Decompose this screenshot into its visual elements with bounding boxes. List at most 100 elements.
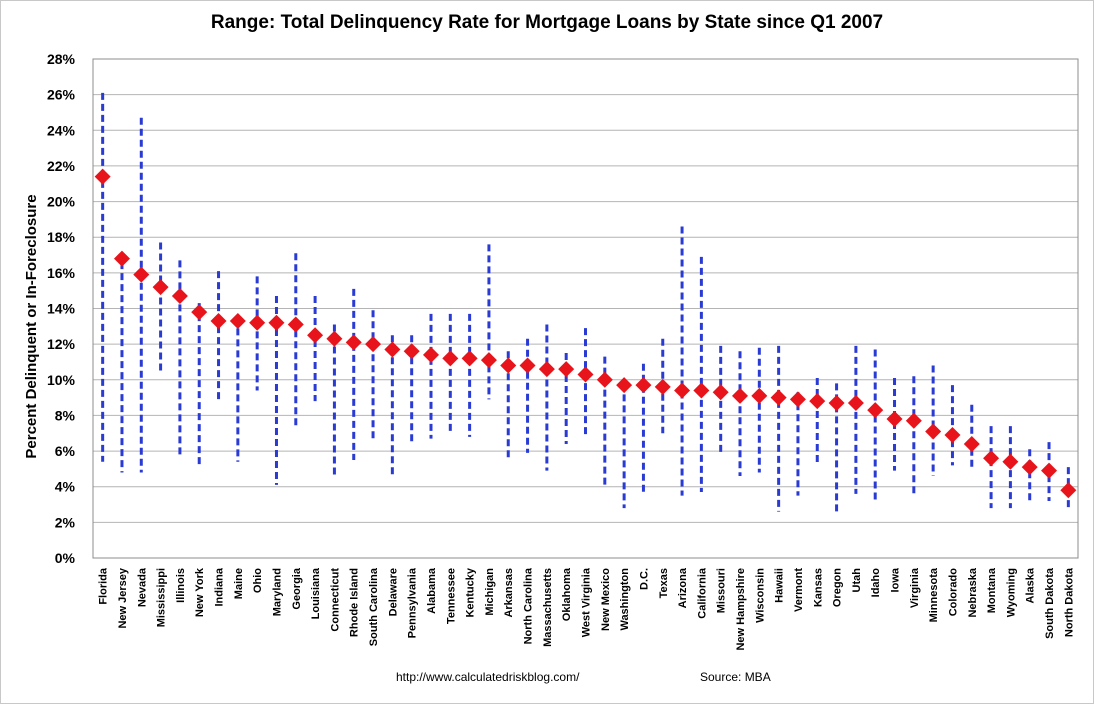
y-tick-label: 28% xyxy=(47,51,76,67)
x-tick-label: Iowa xyxy=(890,567,902,592)
current-point xyxy=(983,450,1000,467)
x-tick-label: Massachusetts xyxy=(542,568,554,647)
current-point xyxy=(287,316,304,333)
y-tick-label: 16% xyxy=(47,265,76,281)
current-point xyxy=(770,389,787,406)
x-tick-label: Rhode Island xyxy=(349,568,361,637)
x-tick-label: Indiana xyxy=(214,567,226,606)
current-point xyxy=(828,394,845,411)
y-tick-label: 2% xyxy=(55,514,76,530)
x-tick-label: Ohio xyxy=(252,568,264,593)
range-bars xyxy=(101,92,1070,512)
current-point xyxy=(229,312,246,329)
current-point xyxy=(384,341,401,358)
x-tick-label: Hawaii xyxy=(774,568,786,603)
x-tick-label: Oregon xyxy=(832,568,844,607)
x-tick-label: California xyxy=(696,567,708,619)
current-point xyxy=(442,350,459,367)
current-point xyxy=(789,391,806,408)
y-axis-label: Percent Delinquent or In-Foreclosure xyxy=(23,194,40,458)
current-point xyxy=(712,384,729,401)
current-point xyxy=(558,361,575,378)
x-tick-label: Montana xyxy=(986,567,998,613)
x-tick-label: Virginia xyxy=(909,567,921,608)
x-tick-label: Vermont xyxy=(793,568,805,612)
current-point xyxy=(635,377,652,394)
x-tick-label: New York xyxy=(194,567,206,617)
current-point xyxy=(751,387,768,404)
x-tick-label: Kansas xyxy=(812,568,824,607)
x-tick-label: Michigan xyxy=(484,568,496,616)
current-point xyxy=(94,168,111,185)
current-point xyxy=(944,427,961,444)
x-tick-label: Washington xyxy=(619,568,631,631)
current-point xyxy=(152,279,169,296)
current-point xyxy=(422,346,439,363)
current-point xyxy=(925,423,942,440)
x-tick-label: Illinois xyxy=(175,568,187,603)
y-tick-label: 8% xyxy=(55,407,76,423)
x-tick-label: Nevada xyxy=(136,567,148,607)
x-tick-label: Oklahoma xyxy=(561,567,573,621)
x-tick-label: Texas xyxy=(658,568,670,598)
x-tick-label: Delaware xyxy=(387,568,399,616)
y-tick-label: 12% xyxy=(47,336,76,352)
y-tick-label: 6% xyxy=(55,443,76,459)
x-tick-label: Nebraska xyxy=(967,567,979,617)
x-tick-label: North Carolina xyxy=(523,567,535,644)
x-tick-label: South Dakota xyxy=(1044,567,1056,639)
current-points xyxy=(94,168,1077,499)
current-point xyxy=(886,410,903,427)
current-point xyxy=(809,393,826,410)
y-tick-label: 26% xyxy=(47,87,76,103)
x-tick-label: Mississippi xyxy=(156,568,168,627)
x-tick-label: Idaho xyxy=(870,568,882,598)
x-tick-label: Colorado xyxy=(947,568,959,617)
x-tick-label: Alaska xyxy=(1025,567,1037,603)
current-point xyxy=(538,361,555,378)
x-tick-label: Missouri xyxy=(716,568,728,613)
current-point xyxy=(1021,459,1038,476)
footer-url: http://www.calculatedriskblog.com/ xyxy=(396,670,580,684)
current-point xyxy=(480,352,497,369)
x-tick-label: New Hampshire xyxy=(735,568,747,651)
chart-title: Range: Total Delinquency Rate for Mortga… xyxy=(210,12,884,33)
current-point xyxy=(654,378,671,395)
x-axis-ticks: Florida New Jersey Nevada Mississippi Illino… xyxy=(98,567,1076,650)
current-point xyxy=(307,327,324,344)
x-tick-label: South Carolina xyxy=(368,567,380,646)
x-tick-label: Tennessee xyxy=(445,568,457,624)
x-tick-label: Georgia xyxy=(291,567,303,609)
current-point xyxy=(365,336,382,353)
current-point xyxy=(674,382,691,399)
current-point xyxy=(268,314,285,331)
x-tick-label: Maine xyxy=(233,568,245,599)
current-point xyxy=(905,412,922,429)
x-tick-label: Florida xyxy=(98,567,110,605)
x-tick-label: Wisconsin xyxy=(754,568,766,623)
x-tick-label: New Mexico xyxy=(600,568,612,631)
x-tick-label: Alabama xyxy=(426,567,438,614)
x-tick-label: Wyoming xyxy=(1005,568,1017,617)
current-point xyxy=(1060,482,1077,499)
footer-source: Source: MBA xyxy=(700,670,771,684)
current-point xyxy=(1041,462,1058,479)
current-point xyxy=(500,357,517,374)
current-point xyxy=(519,357,536,374)
y-axis-ticks: 0% 2% 4% 6% 8% 10% 12% 14% 16% 18% 20% 22% 24% 26% 28% xyxy=(47,51,76,566)
y-tick-label: 20% xyxy=(47,194,76,210)
x-tick-label: Arizona xyxy=(677,567,689,608)
current-point xyxy=(326,330,343,347)
current-point xyxy=(867,402,884,419)
y-tick-label: 18% xyxy=(47,229,76,245)
current-point xyxy=(1002,453,1019,470)
y-tick-label: 0% xyxy=(55,550,76,566)
current-point xyxy=(249,314,266,331)
current-point xyxy=(191,304,208,321)
y-tick-label: 22% xyxy=(47,158,76,174)
x-tick-label: Maryland xyxy=(271,568,283,616)
plot-area-border xyxy=(92,58,1079,559)
x-tick-label: Connecticut xyxy=(329,568,341,632)
current-point xyxy=(113,250,130,267)
